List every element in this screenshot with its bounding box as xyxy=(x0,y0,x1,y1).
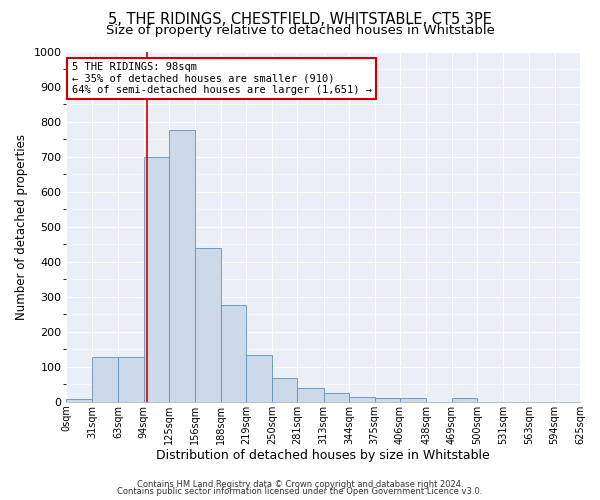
Bar xyxy=(323,393,349,402)
Text: Size of property relative to detached houses in Whitstable: Size of property relative to detached ho… xyxy=(106,24,494,37)
Bar xyxy=(143,156,169,402)
Bar xyxy=(349,396,374,402)
Bar xyxy=(452,398,477,402)
Bar xyxy=(247,355,272,402)
Y-axis label: Number of detached properties: Number of detached properties xyxy=(15,134,28,320)
Bar xyxy=(272,378,298,402)
Bar xyxy=(67,399,92,402)
Bar xyxy=(118,357,143,402)
Text: 5 THE RIDINGS: 98sqm
← 35% of detached houses are smaller (910)
64% of semi-deta: 5 THE RIDINGS: 98sqm ← 35% of detached h… xyxy=(71,62,371,95)
Text: 5, THE RIDINGS, CHESTFIELD, WHITSTABLE, CT5 3PE: 5, THE RIDINGS, CHESTFIELD, WHITSTABLE, … xyxy=(108,12,492,28)
Text: Contains HM Land Registry data © Crown copyright and database right 2024.: Contains HM Land Registry data © Crown c… xyxy=(137,480,463,489)
Bar xyxy=(169,130,194,402)
Bar xyxy=(221,306,247,402)
Bar xyxy=(374,398,400,402)
Text: Contains public sector information licensed under the Open Government Licence v3: Contains public sector information licen… xyxy=(118,488,482,496)
Bar xyxy=(194,248,221,402)
X-axis label: Distribution of detached houses by size in Whitstable: Distribution of detached houses by size … xyxy=(157,450,490,462)
Bar xyxy=(400,398,427,402)
Bar xyxy=(92,357,118,402)
Bar xyxy=(298,388,323,402)
